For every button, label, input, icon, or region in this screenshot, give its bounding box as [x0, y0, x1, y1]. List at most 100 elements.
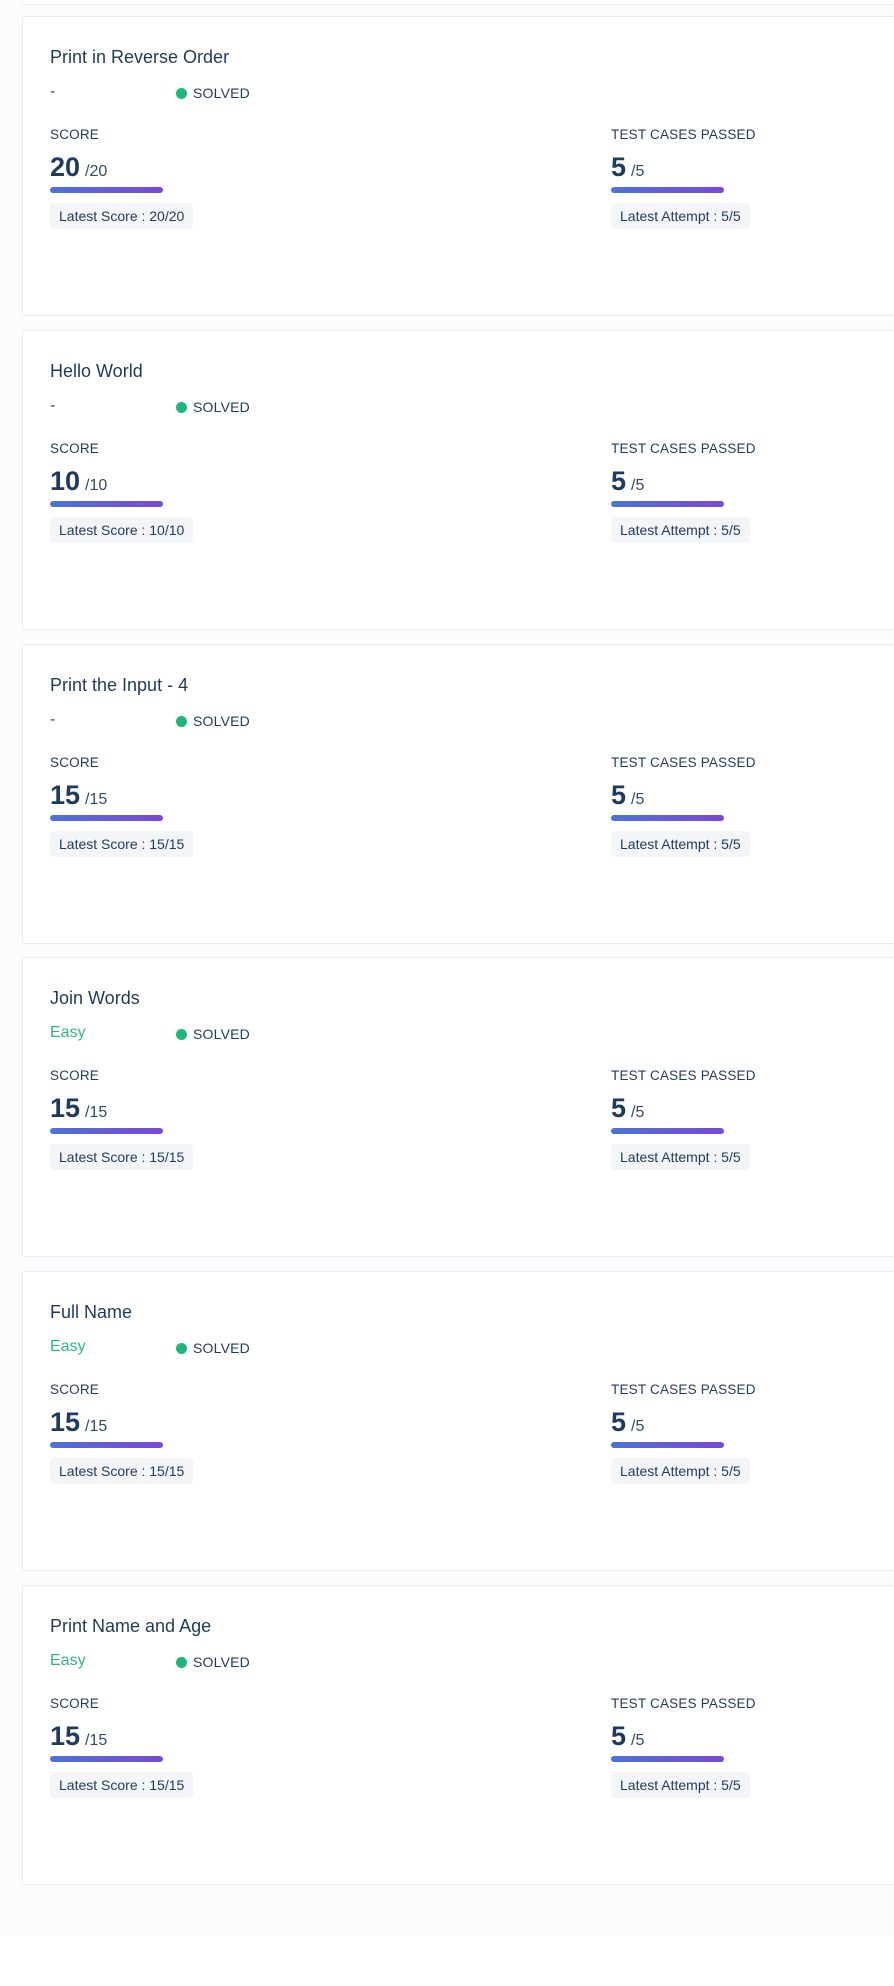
- test-cases-section: TEST CASES PASSED 5 /5 Latest Attempt : …: [611, 1382, 756, 1484]
- problem-title[interactable]: Print Name and Age: [50, 1616, 212, 1636]
- latest-score-pill: Latest Score : 20/20: [50, 203, 194, 229]
- score-section: SCORE 15 /15 Latest Score : 15/15: [50, 755, 194, 857]
- problem-title[interactable]: Full Name: [50, 1302, 133, 1322]
- score-value: 20: [50, 152, 81, 182]
- test-cases-progress-bar: [611, 187, 724, 193]
- score-max: /10: [85, 477, 108, 494]
- latest-score-pill: Latest Score : 10/10: [50, 517, 194, 543]
- problem-title[interactable]: Join Words: [50, 988, 140, 1008]
- test-cases-passed: 5: [611, 1721, 627, 1751]
- status-text: SOLVED: [193, 713, 250, 729]
- problem-title[interactable]: Print in Reverse Order: [50, 47, 230, 67]
- problem-card[interactable]: Print the Input - 4 - SOLVED SCORE 15 /1…: [22, 644, 894, 944]
- test-cases-progress-bar: [611, 501, 724, 507]
- test-cases-passed: 5: [611, 780, 627, 810]
- score-value: 15: [50, 1093, 81, 1123]
- test-cases-passed: 5: [611, 466, 627, 496]
- score-section: SCORE 10 /10 Latest Score : 10/10: [50, 441, 194, 543]
- test-cases-section: TEST CASES PASSED 5 /5 Latest Attempt : …: [611, 127, 756, 229]
- solved-dot-icon: [176, 1656, 187, 1668]
- test-cases-total: /5: [631, 477, 645, 494]
- score-section: SCORE 15 /15 Latest Score : 15/15: [50, 1382, 194, 1484]
- latest-attempt-pill: Latest Attempt : 5/5: [611, 1458, 750, 1484]
- status-badge: SOLVED: [176, 85, 250, 101]
- latest-attempt-pill: Latest Attempt : 5/5: [611, 1772, 750, 1798]
- problem-card[interactable]: Hello World - SOLVED SCORE 10 /10 Latest…: [22, 330, 894, 630]
- problem-card[interactable]: Print in Reverse Order - SOLVED SCORE 20…: [22, 16, 894, 316]
- score-label: SCORE: [50, 1382, 100, 1397]
- difficulty-label: -: [50, 711, 56, 728]
- page-footer-space: [0, 1935, 894, 1986]
- solved-dot-icon: [176, 1028, 187, 1040]
- test-cases-label: TEST CASES PASSED: [611, 127, 756, 142]
- test-cases-label: TEST CASES PASSED: [611, 1696, 756, 1711]
- score-progress-bar: [50, 1442, 163, 1448]
- score-max: /15: [85, 1732, 108, 1749]
- test-cases-section: TEST CASES PASSED 5 /5 Latest Attempt : …: [611, 441, 756, 543]
- test-cases-passed: 5: [611, 1407, 627, 1437]
- difficulty-label: Easy: [50, 1338, 86, 1355]
- test-cases-section: TEST CASES PASSED 5 /5 Latest Attempt : …: [611, 1696, 756, 1798]
- previous-card-edge: [22, 0, 894, 5]
- test-cases-progress-bar: [611, 1756, 724, 1762]
- status-badge: SOLVED: [176, 399, 250, 415]
- difficulty-label: Easy: [50, 1652, 86, 1669]
- problem-card[interactable]: Join Words Easy SOLVED SCORE 15 /15 Late…: [22, 957, 894, 1257]
- score-value: 15: [50, 1721, 81, 1751]
- score-progress-bar: [50, 1128, 163, 1134]
- latest-attempt-pill: Latest Attempt : 5/5: [611, 203, 750, 229]
- status-text: SOLVED: [193, 399, 250, 415]
- test-cases-total: /5: [631, 791, 645, 808]
- solved-dot-icon: [176, 715, 187, 727]
- status-badge: SOLVED: [176, 1654, 250, 1670]
- latest-score-pill: Latest Score : 15/15: [50, 1144, 194, 1170]
- difficulty-label: Easy: [50, 1024, 86, 1041]
- score-max: /15: [85, 1418, 108, 1435]
- latest-attempt-pill: Latest Attempt : 5/5: [611, 517, 750, 543]
- score-progress-bar: [50, 815, 163, 821]
- test-cases-total: /5: [631, 1732, 645, 1749]
- status-badge: SOLVED: [176, 1026, 250, 1042]
- score-value: 15: [50, 780, 81, 810]
- score-section: SCORE 20 /20 Latest Score : 20/20: [50, 127, 194, 229]
- test-cases-total: /5: [631, 1104, 645, 1121]
- latest-score-pill: Latest Score : 15/15: [50, 1772, 194, 1798]
- latest-attempt-pill: Latest Attempt : 5/5: [611, 1144, 750, 1170]
- score-max: /15: [85, 1104, 108, 1121]
- status-badge: SOLVED: [176, 713, 250, 729]
- score-section: SCORE 15 /15 Latest Score : 15/15: [50, 1696, 194, 1798]
- test-cases-section: TEST CASES PASSED 5 /5 Latest Attempt : …: [611, 755, 756, 857]
- score-value: 10: [50, 466, 81, 496]
- status-text: SOLVED: [193, 85, 250, 101]
- score-max: /20: [85, 163, 108, 180]
- difficulty-label: -: [50, 397, 56, 414]
- solved-dot-icon: [176, 87, 187, 99]
- problem-card[interactable]: Full Name Easy SOLVED SCORE 15 /15 Lates…: [22, 1271, 894, 1571]
- score-section: SCORE 15 /15 Latest Score : 15/15: [50, 1068, 194, 1170]
- score-label: SCORE: [50, 441, 100, 456]
- test-cases-passed: 5: [611, 1093, 627, 1123]
- test-cases-section: TEST CASES PASSED 5 /5 Latest Attempt : …: [611, 1068, 756, 1170]
- test-cases-progress-bar: [611, 815, 724, 821]
- solved-dot-icon: [176, 401, 187, 413]
- score-label: SCORE: [50, 755, 100, 770]
- test-cases-total: /5: [631, 163, 645, 180]
- score-value: 15: [50, 1407, 81, 1437]
- test-cases-label: TEST CASES PASSED: [611, 1068, 756, 1083]
- problem-title[interactable]: Hello World: [50, 361, 143, 381]
- latest-score-pill: Latest Score : 15/15: [50, 1458, 194, 1484]
- latest-score-pill: Latest Score : 15/15: [50, 831, 194, 857]
- test-cases-label: TEST CASES PASSED: [611, 1382, 756, 1397]
- test-cases-total: /5: [631, 1418, 645, 1435]
- difficulty-label: -: [50, 83, 56, 100]
- problem-title[interactable]: Print the Input - 4: [50, 675, 189, 695]
- problem-card[interactable]: Print Name and Age Easy SOLVED SCORE 15 …: [22, 1585, 894, 1885]
- test-cases-passed: 5: [611, 152, 627, 182]
- score-progress-bar: [50, 1756, 163, 1762]
- score-max: /15: [85, 791, 108, 808]
- test-cases-progress-bar: [611, 1442, 724, 1448]
- status-text: SOLVED: [193, 1340, 250, 1356]
- score-progress-bar: [50, 187, 163, 193]
- test-cases-progress-bar: [611, 1128, 724, 1134]
- score-label: SCORE: [50, 1068, 100, 1083]
